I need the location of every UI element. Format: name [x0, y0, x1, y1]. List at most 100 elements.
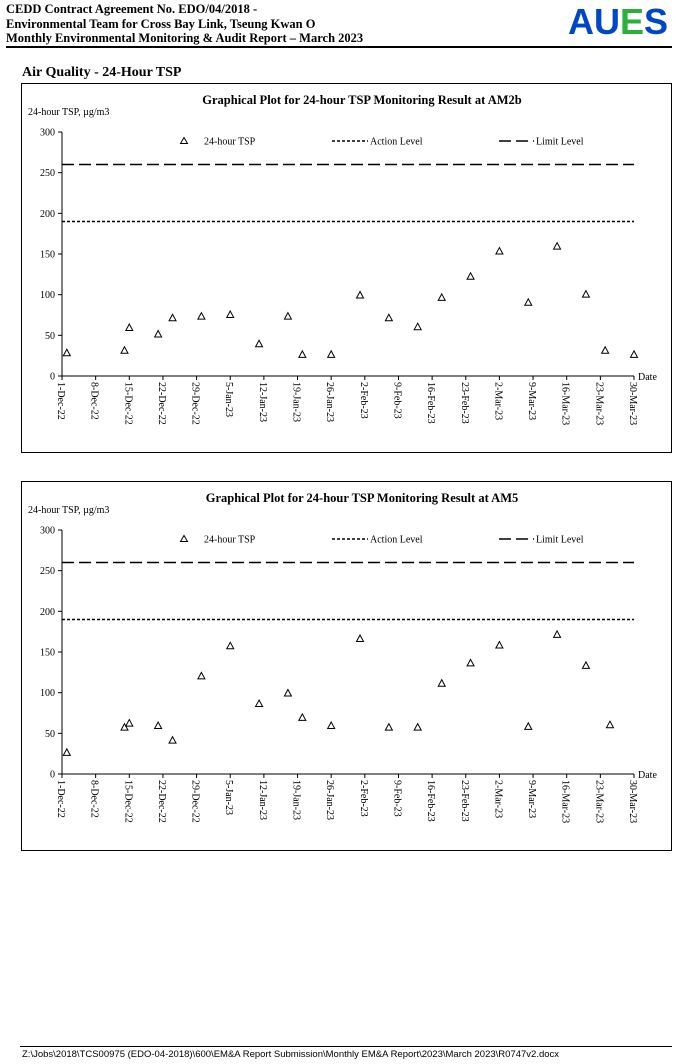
y-tick-label: 200	[40, 607, 55, 618]
chart-am5: Graphical Plot for 24-hour TSP Monitorin…	[21, 481, 672, 851]
data-point	[283, 688, 293, 697]
data-point	[62, 348, 72, 357]
data-point	[120, 345, 129, 354]
y-tick-label: 0	[50, 372, 55, 383]
y-tick-label: 50	[45, 331, 55, 342]
legend-marker-tsp	[179, 136, 189, 144]
data-point	[168, 735, 177, 744]
data-point	[466, 658, 475, 667]
legend-label-limit: Limit Level	[536, 535, 584, 546]
x-tick-label: 9-Feb-23	[391, 382, 402, 419]
x-axis-label: Date	[638, 372, 657, 383]
x-tick-label: 16-Feb-23	[425, 382, 436, 424]
data-point	[581, 660, 591, 669]
x-axis-label: Date	[638, 770, 657, 781]
legend-label-limit: Limit Level	[536, 137, 584, 148]
data-point	[124, 718, 134, 727]
x-tick-label: 22-Dec-22	[156, 780, 167, 823]
legend-marker-tsp	[179, 534, 189, 542]
x-tick-label: 2-Feb-23	[358, 382, 369, 419]
data-point	[120, 722, 129, 731]
data-point	[297, 712, 307, 721]
data-point	[495, 246, 504, 255]
data-point	[326, 349, 336, 358]
data-point	[254, 339, 264, 348]
data-point	[437, 292, 447, 301]
y-tick-label: 300	[40, 128, 55, 139]
y-tick-label: 100	[40, 290, 55, 301]
y-tick-label: 250	[40, 168, 55, 179]
data-point	[355, 290, 365, 299]
legend-label-action: Action Level	[370, 137, 423, 148]
data-point	[466, 271, 475, 280]
data-point	[153, 329, 163, 338]
logo-letter: A	[567, 1, 594, 42]
x-tick-label: 30-Mar-23	[627, 780, 638, 823]
logo-letter: S	[643, 1, 668, 42]
y-axis-label: 24-hour TSP, µg/m3	[28, 107, 109, 118]
x-tick-label: 8-Dec-22	[89, 780, 100, 818]
data-point	[605, 720, 615, 729]
x-tick-label: 2-Mar-23	[492, 382, 503, 420]
logo-letter: U	[593, 1, 620, 42]
x-tick-label: 1-Dec-22	[55, 780, 66, 818]
x-tick-label: 29-Dec-22	[190, 382, 201, 425]
y-tick-label: 300	[40, 526, 55, 537]
x-tick-label: 23-Feb-23	[459, 382, 470, 424]
section-title: Air Quality - 24-Hour TSP	[22, 65, 182, 80]
header-divider	[6, 46, 672, 48]
data-point	[62, 747, 72, 756]
x-tick-label: 19-Jan-23	[291, 780, 302, 820]
aues-logo: AUES	[568, 2, 668, 42]
y-tick-label: 250	[40, 566, 55, 577]
data-point	[629, 349, 639, 358]
chart-svg: Graphical Plot for 24-hour TSP Monitorin…	[28, 491, 657, 823]
data-point	[225, 309, 235, 318]
data-point	[413, 322, 423, 331]
data-point	[552, 241, 562, 250]
data-point	[283, 311, 293, 320]
y-tick-label: 50	[45, 729, 55, 740]
data-point	[384, 313, 394, 322]
data-point	[523, 297, 533, 306]
chart-am2b: Graphical Plot for 24-hour TSP Monitorin…	[21, 83, 672, 453]
x-tick-label: 12-Jan-23	[257, 780, 268, 820]
x-tick-label: 2-Mar-23	[492, 780, 503, 818]
y-tick-label: 150	[40, 250, 55, 261]
report-header: CEDD Contract Agreement No. EDO/04/2018 …	[4, 2, 672, 48]
y-tick-label: 150	[40, 648, 55, 659]
x-tick-label: 22-Dec-22	[156, 382, 167, 425]
data-point	[437, 678, 447, 687]
footer-divider	[20, 1046, 672, 1047]
file-path: Z:\Jobs\2018\TCS00975 (EDO-04-2018)\600\…	[22, 1049, 560, 1060]
x-tick-label: 23-Mar-23	[593, 382, 604, 425]
data-point	[297, 349, 307, 358]
legend-label-tsp: 24-hour TSP	[204, 137, 256, 148]
data-point	[355, 633, 365, 642]
x-tick-label: 26-Jan-23	[324, 780, 335, 820]
data-point	[495, 640, 504, 649]
x-tick-label: 9-Feb-23	[391, 780, 402, 817]
x-tick-label: 26-Jan-23	[324, 382, 335, 422]
data-point	[254, 698, 264, 708]
team-line: Environmental Team for Cross Bay Link, T…	[6, 16, 316, 31]
data-point	[153, 720, 163, 730]
x-tick-label: 16-Mar-23	[560, 780, 571, 823]
legend-label-action: Action Level	[370, 535, 423, 546]
x-tick-label: 29-Dec-22	[190, 780, 201, 823]
x-tick-label: 23-Mar-23	[593, 780, 604, 823]
chart-title: Graphical Plot for 24-hour TSP Monitorin…	[202, 93, 522, 107]
data-point	[124, 322, 134, 332]
data-point	[168, 313, 177, 322]
x-tick-label: 5-Jan-23	[223, 382, 234, 417]
y-tick-label: 0	[50, 770, 55, 781]
x-tick-label: 19-Jan-23	[291, 382, 302, 422]
y-tick-label: 200	[40, 209, 55, 220]
x-tick-label: 5-Jan-23	[223, 780, 234, 815]
x-tick-label: 9-Mar-23	[526, 382, 537, 420]
x-tick-label: 23-Feb-23	[459, 780, 470, 822]
contract-line: CEDD Contract Agreement No. EDO/04/2018 …	[6, 2, 258, 16]
x-tick-label: 8-Dec-22	[89, 382, 100, 420]
data-point	[326, 720, 336, 730]
x-tick-label: 30-Mar-23	[627, 382, 638, 425]
